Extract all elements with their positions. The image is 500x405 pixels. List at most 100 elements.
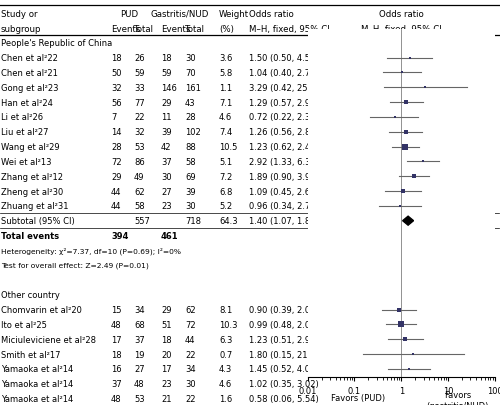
- Text: 0.72 (0.22, 2.33): 0.72 (0.22, 2.33): [249, 113, 319, 122]
- Text: Favors
(gastritis/NUD): Favors (gastritis/NUD): [426, 390, 488, 405]
- Text: 0.90 (0.39, 2.08): 0.90 (0.39, 2.08): [249, 305, 319, 314]
- Text: Zheng et al²30: Zheng et al²30: [1, 187, 63, 196]
- Text: 21: 21: [161, 394, 172, 403]
- Text: M–H, fixed, 95% CI: M–H, fixed, 95% CI: [249, 24, 330, 34]
- Text: 44: 44: [111, 202, 122, 211]
- Text: 10.5: 10.5: [219, 143, 238, 152]
- Text: 0.7: 0.7: [219, 350, 232, 359]
- Text: 3.29 (0.42, 25.80): 3.29 (0.42, 25.80): [249, 83, 324, 93]
- Text: 28: 28: [185, 113, 196, 122]
- Text: 1.80 (0.15, 21.57): 1.80 (0.15, 21.57): [249, 350, 324, 359]
- Text: Gastritis/NUD: Gastritis/NUD: [150, 10, 208, 19]
- Text: 28: 28: [111, 143, 122, 152]
- Text: 27: 27: [134, 364, 144, 373]
- Text: 3.6: 3.6: [219, 54, 232, 63]
- Text: 88: 88: [185, 143, 196, 152]
- Text: 29: 29: [161, 98, 172, 107]
- Text: 33: 33: [134, 83, 145, 93]
- Text: Total: Total: [134, 24, 154, 34]
- Text: 48: 48: [111, 320, 122, 329]
- Text: Wang et al²29: Wang et al²29: [1, 143, 60, 152]
- Text: 22: 22: [134, 113, 144, 122]
- Text: 69: 69: [185, 172, 196, 181]
- Text: Total events: Total events: [1, 231, 59, 241]
- Text: 394: 394: [111, 231, 128, 241]
- Text: 23: 23: [161, 202, 172, 211]
- Text: 4.6: 4.6: [219, 113, 232, 122]
- Text: 14: 14: [111, 128, 122, 137]
- Text: 48: 48: [134, 379, 144, 388]
- Text: 17: 17: [111, 335, 122, 344]
- Text: 37: 37: [111, 379, 122, 388]
- Text: 1.6: 1.6: [219, 394, 232, 403]
- Text: Favors (PUD): Favors (PUD): [331, 393, 385, 402]
- Text: 53: 53: [134, 143, 144, 152]
- Text: 19: 19: [134, 350, 144, 359]
- Text: 1.45 (0.52, 4.04): 1.45 (0.52, 4.04): [249, 364, 318, 373]
- Text: 102: 102: [185, 128, 201, 137]
- Text: 50: 50: [111, 69, 122, 78]
- Text: 27: 27: [161, 187, 172, 196]
- Text: 44: 44: [185, 335, 196, 344]
- Text: 146: 146: [161, 83, 177, 93]
- Text: 37: 37: [134, 335, 145, 344]
- Text: PUD: PUD: [120, 10, 138, 19]
- Text: Chen et al²22: Chen et al²22: [1, 54, 58, 63]
- Text: 17: 17: [161, 364, 172, 373]
- Text: 18: 18: [111, 54, 122, 63]
- Text: 86: 86: [134, 158, 145, 166]
- Text: 0.99 (0.48, 2.05): 0.99 (0.48, 2.05): [249, 320, 318, 329]
- Text: Gong et al²23: Gong et al²23: [1, 83, 58, 93]
- Text: Yamaoka et al²14: Yamaoka et al²14: [1, 364, 73, 373]
- Text: 53: 53: [134, 394, 144, 403]
- Text: Miciuleviciene et al²28: Miciuleviciene et al²28: [1, 335, 96, 344]
- Text: 58: 58: [185, 158, 196, 166]
- Text: 70: 70: [185, 69, 196, 78]
- Text: 62: 62: [185, 305, 196, 314]
- Text: 32: 32: [111, 83, 122, 93]
- Text: 557: 557: [134, 217, 150, 226]
- Text: 1.23 (0.51, 2.97): 1.23 (0.51, 2.97): [249, 335, 319, 344]
- Text: 1.40 (1.07, 1.83): 1.40 (1.07, 1.83): [249, 217, 319, 226]
- Text: 58: 58: [134, 202, 144, 211]
- Text: Yamaoka et al²14: Yamaoka et al²14: [1, 394, 73, 403]
- Text: 10.3: 10.3: [219, 320, 238, 329]
- Text: Total: Total: [185, 24, 205, 34]
- Text: M–H, fixed, 95% CI: M–H, fixed, 95% CI: [361, 24, 442, 34]
- Text: 18: 18: [111, 350, 122, 359]
- Text: Chen et al²21: Chen et al²21: [1, 69, 58, 78]
- Text: 56: 56: [111, 98, 122, 107]
- Text: Odds ratio: Odds ratio: [249, 10, 294, 19]
- Text: 1.26 (0.56, 2.81): 1.26 (0.56, 2.81): [249, 128, 319, 137]
- Text: 29: 29: [111, 172, 122, 181]
- Text: 7: 7: [111, 113, 116, 122]
- Text: 22: 22: [185, 394, 196, 403]
- Text: 42: 42: [161, 143, 172, 152]
- Text: 1.23 (0.62, 2.43): 1.23 (0.62, 2.43): [249, 143, 319, 152]
- Text: 6.3: 6.3: [219, 335, 232, 344]
- Text: 4.3: 4.3: [219, 364, 232, 373]
- Text: 29: 29: [161, 305, 172, 314]
- Text: 16: 16: [111, 364, 122, 373]
- Text: Other country: Other country: [1, 290, 60, 300]
- Text: 15: 15: [111, 305, 122, 314]
- Text: Zhuang et al²31: Zhuang et al²31: [1, 202, 68, 211]
- Text: 4.6: 4.6: [219, 379, 232, 388]
- Text: 7.1: 7.1: [219, 98, 232, 107]
- Text: 32: 32: [134, 128, 144, 137]
- Text: 18: 18: [161, 54, 172, 63]
- Text: 5.1: 5.1: [219, 158, 232, 166]
- Text: 37: 37: [161, 158, 172, 166]
- Text: 49: 49: [134, 172, 144, 181]
- Text: 5.8: 5.8: [219, 69, 232, 78]
- Text: Heterogeneity: χ²=7.37, df=10 (P=0.69); I²=0%: Heterogeneity: χ²=7.37, df=10 (P=0.69); …: [1, 247, 181, 254]
- Text: 30: 30: [185, 202, 196, 211]
- Text: subgroup: subgroup: [1, 24, 42, 34]
- Text: 22: 22: [185, 350, 196, 359]
- Text: 1.09 (0.45, 2.60): 1.09 (0.45, 2.60): [249, 187, 318, 196]
- Text: 23: 23: [161, 379, 172, 388]
- Text: 30: 30: [185, 54, 196, 63]
- Text: 718: 718: [185, 217, 201, 226]
- Text: (%): (%): [219, 24, 234, 34]
- Text: 59: 59: [134, 69, 144, 78]
